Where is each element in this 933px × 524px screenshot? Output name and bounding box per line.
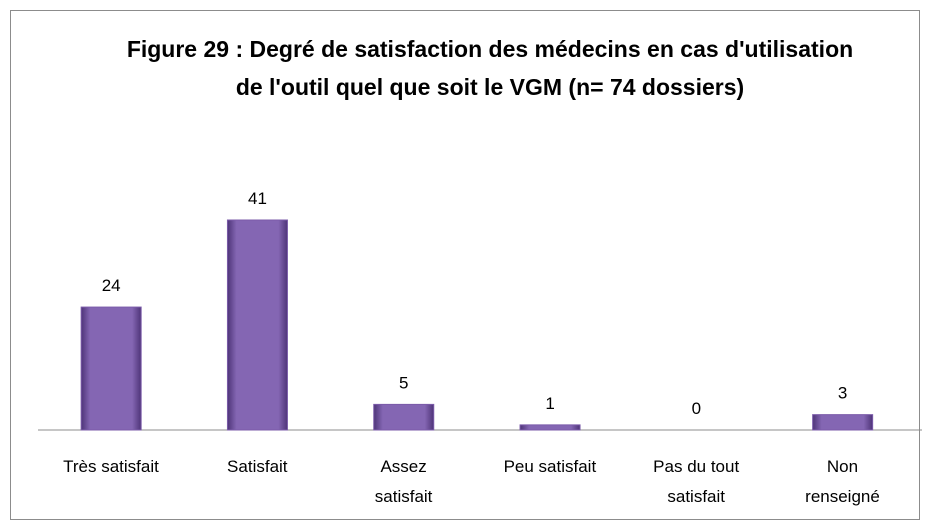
data-label: 41 — [248, 189, 267, 208]
chart-frame — [10, 10, 920, 520]
x-tick-label: Très satisfait — [63, 457, 159, 476]
bar — [519, 424, 581, 431]
bar — [80, 306, 142, 431]
data-label: 3 — [838, 384, 847, 403]
chart-title: Figure 29 : Degré de satisfaction des mé… — [126, 36, 854, 100]
bar — [373, 403, 435, 431]
data-label: 24 — [102, 276, 121, 295]
x-tick-label: Peu satisfait — [503, 457, 597, 476]
x-tick-label: Non renseigné — [805, 457, 880, 506]
x-tick-label: Pas du tout satisfait — [653, 457, 740, 506]
data-label: 5 — [399, 373, 408, 392]
x-tick-label: Satisfait — [227, 457, 288, 476]
bar — [812, 414, 874, 431]
data-label: 1 — [545, 394, 554, 413]
data-label: 0 — [692, 399, 701, 418]
bar — [226, 219, 288, 431]
x-tick-label: Assez satisfait — [374, 457, 433, 506]
